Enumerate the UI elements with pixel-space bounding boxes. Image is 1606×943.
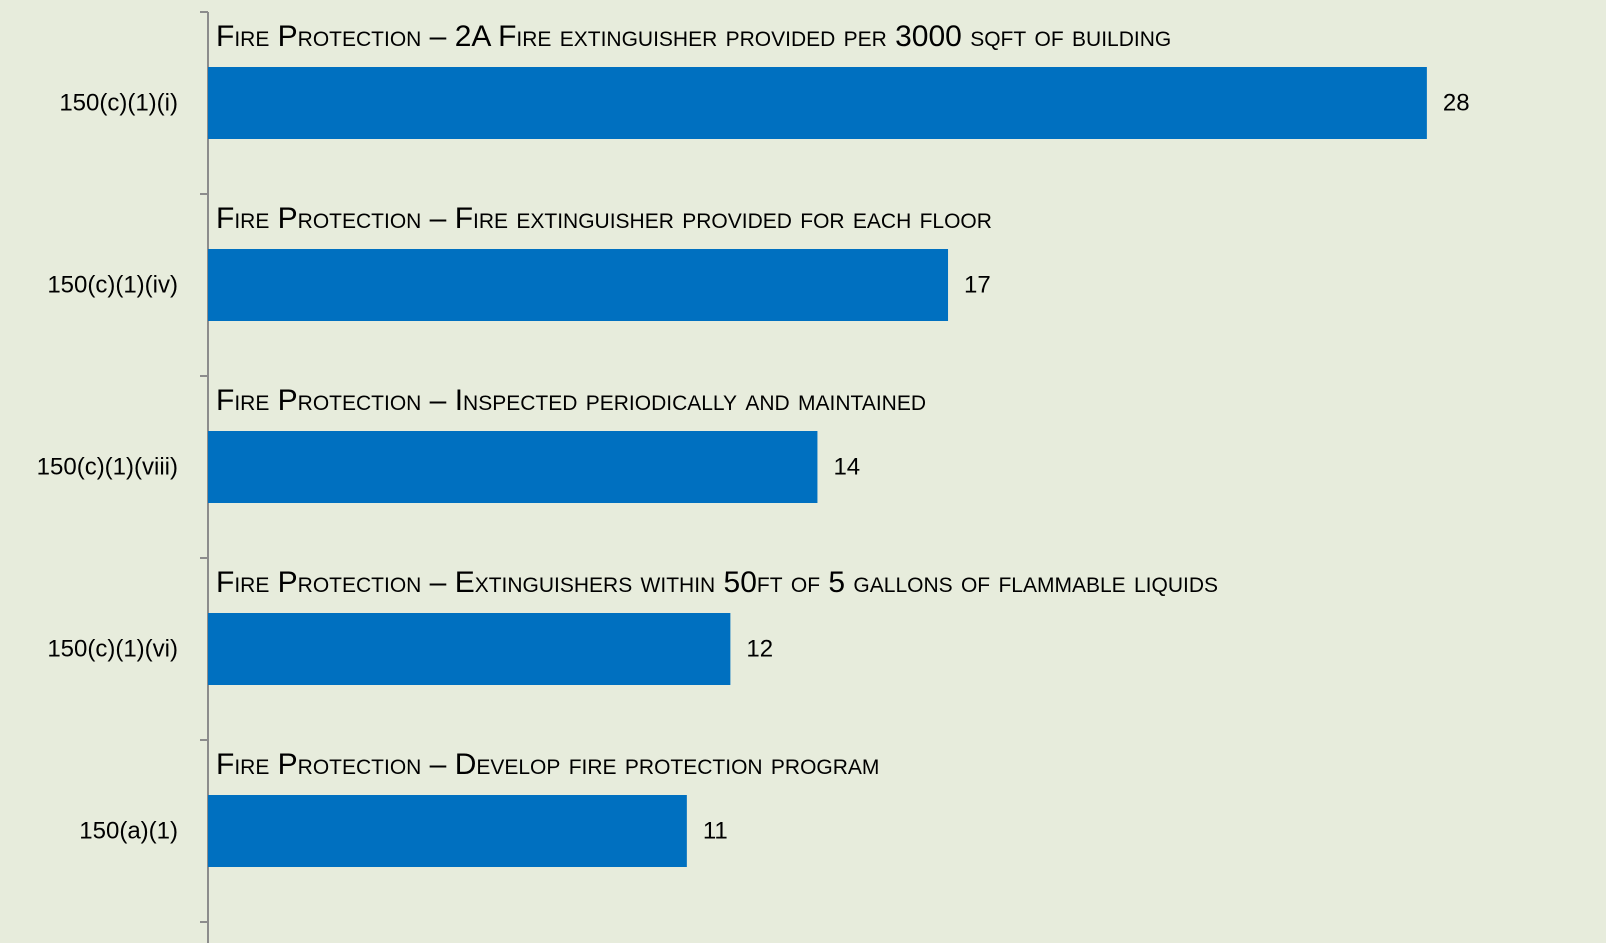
- bar: [208, 613, 731, 685]
- bar-description: Fire Protection – Develop fire protectio…: [216, 748, 879, 781]
- bar: [208, 67, 1427, 139]
- category-label: 150(a)(1): [79, 817, 178, 844]
- value-label: 12: [746, 635, 773, 662]
- value-label: 17: [964, 271, 991, 298]
- category-label: 150(c)(1)(vi): [47, 635, 178, 662]
- category-label: 150(c)(1)(iv): [47, 271, 178, 298]
- bar: [208, 249, 949, 321]
- value-label: 28: [1443, 89, 1470, 116]
- bar-description: Fire Protection – Fire extinguisher prov…: [216, 202, 992, 235]
- bar-description: Fire Protection – 2A Fire extinguisher p…: [216, 20, 1171, 53]
- category-label: 150(c)(1)(viii): [37, 453, 178, 480]
- bar-description: Fire Protection – Inspected periodically…: [216, 384, 926, 417]
- bar: [208, 431, 818, 503]
- category-label: 150(c)(1)(i): [59, 89, 178, 116]
- bar-description: Fire Protection – Extinguishers within 5…: [216, 566, 1218, 599]
- value-label: 14: [833, 453, 860, 480]
- value-label: 11: [703, 817, 728, 844]
- bar: [208, 795, 687, 867]
